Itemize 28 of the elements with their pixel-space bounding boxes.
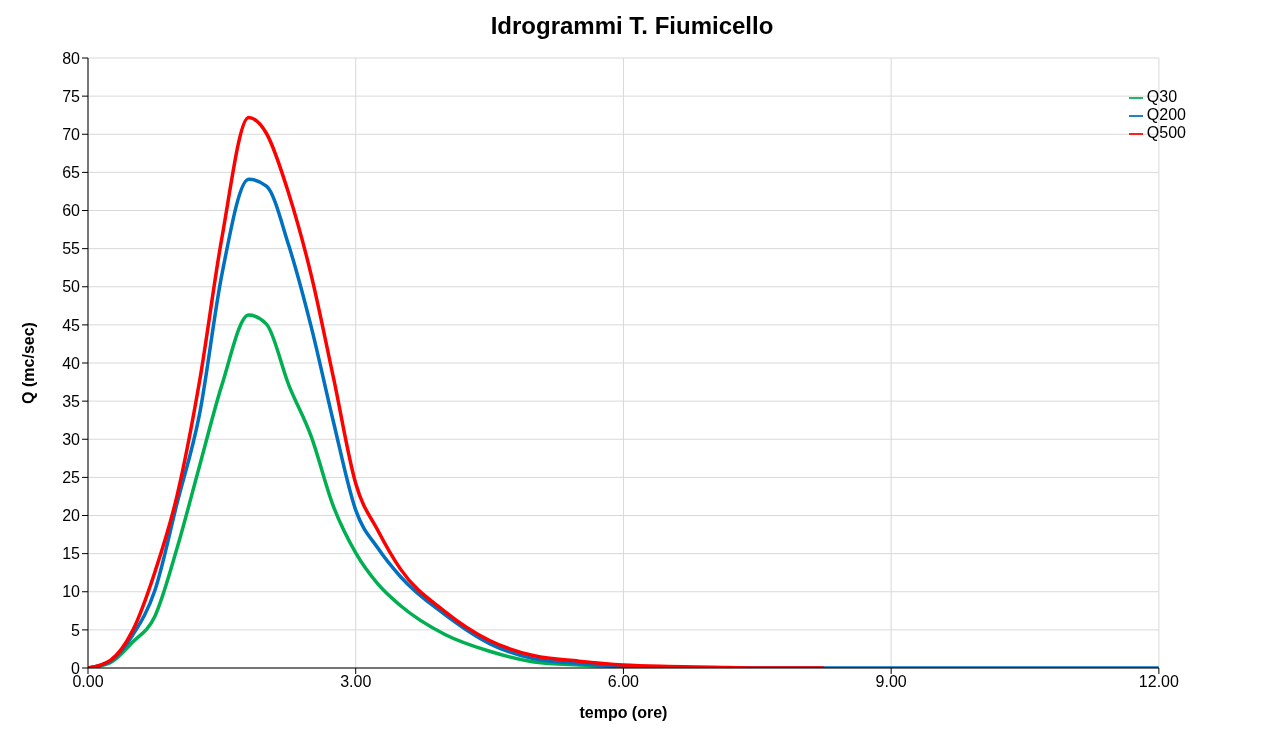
y-tick-label: 10 [62, 583, 81, 601]
y-tick-label: 50 [62, 278, 81, 296]
chart-title: Idrogrammi T. Fiumicello [489, 11, 775, 41]
y-tick-label: 55 [62, 240, 81, 258]
y-tick-label: 25 [62, 469, 81, 487]
x-tick-label: 6.00 [607, 673, 640, 691]
y-tick-label: 35 [62, 392, 81, 410]
y-tick-label: 60 [62, 202, 81, 220]
x-tick-label: 3.00 [340, 673, 372, 691]
y-tick-label: 70 [62, 125, 81, 143]
y-tick-label: 15 [62, 545, 81, 563]
y-tick-label: 45 [62, 316, 81, 334]
x-tick-label: 12.00 [1138, 673, 1179, 691]
line-series [88, 115, 826, 668]
y-tick-label: 65 [62, 164, 81, 182]
y-tick-label: 30 [62, 430, 81, 448]
y-tick-label: 20 [62, 507, 81, 525]
y-tick-label: 5 [71, 621, 81, 639]
legend-label: Q200 [1146, 106, 1186, 123]
x-axis-title: tempo (ore) [579, 704, 668, 721]
x-tick-label: 9.00 [875, 673, 907, 691]
y-tick-label: 40 [62, 354, 81, 372]
legend-label: Q500 [1146, 124, 1186, 141]
legend-label: Q30 [1146, 88, 1178, 105]
y-tick-label: 75 [62, 87, 81, 105]
y-tick-label: 80 [62, 49, 81, 67]
y-axis-title: Q (mc/sec) [19, 322, 37, 404]
x-tick-label: 0.00 [72, 673, 104, 691]
